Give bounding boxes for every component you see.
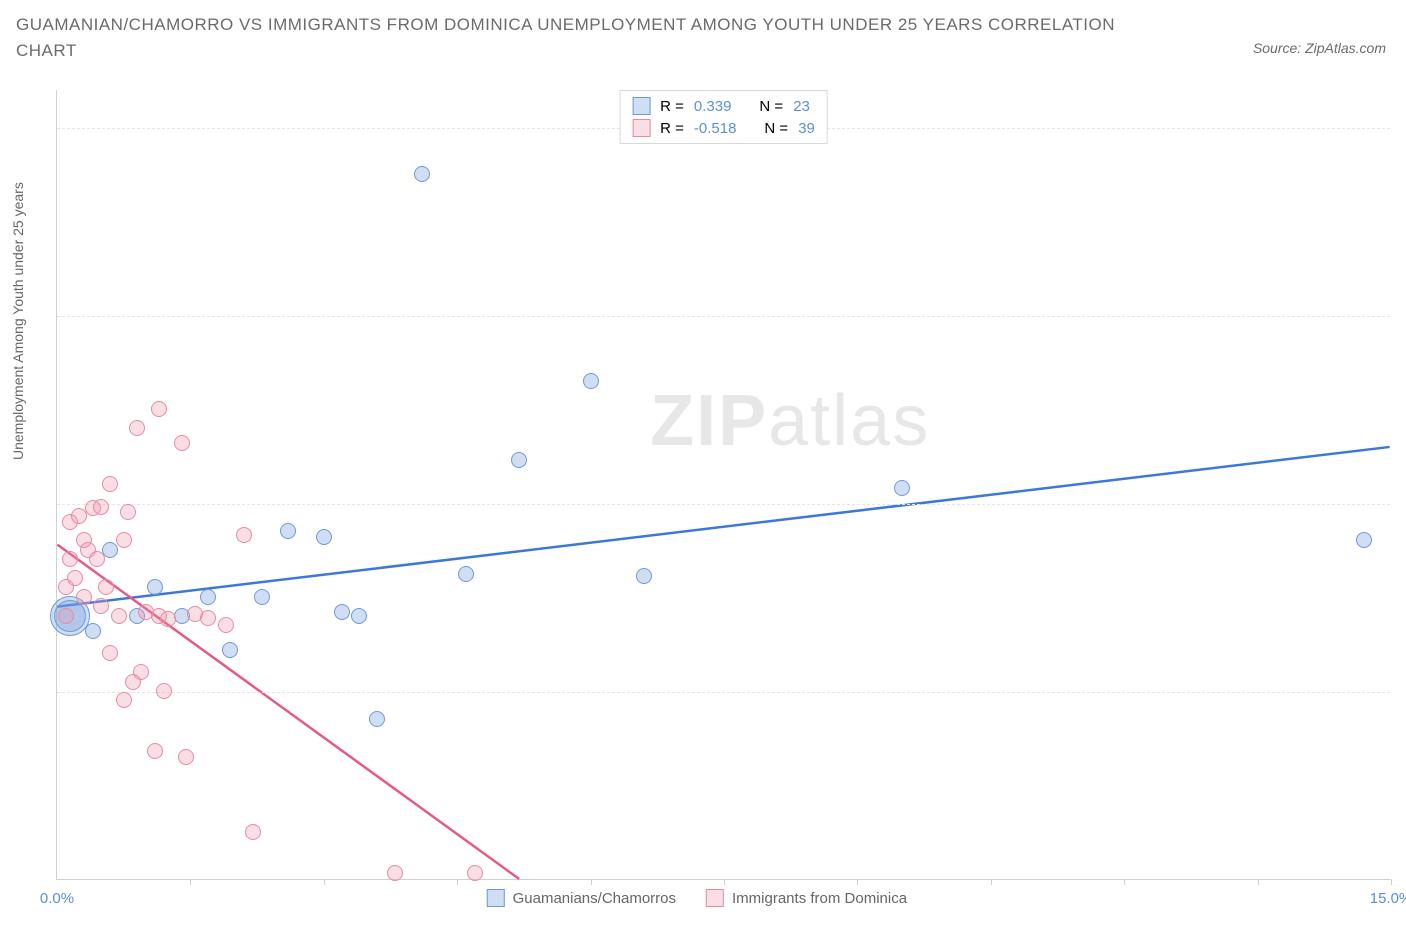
x-tick — [1258, 879, 1259, 885]
data-point — [102, 476, 118, 492]
data-point — [280, 523, 296, 539]
data-point — [111, 608, 127, 624]
legend-stats: R = 0.339 N = 23 R = -0.518 N = 39 — [619, 90, 828, 144]
x-tick — [857, 879, 858, 885]
r-label: R = — [660, 98, 684, 115]
x-tick — [724, 879, 725, 885]
legend-series-item: Immigrants from Dominica — [706, 889, 907, 907]
data-point — [116, 692, 132, 708]
data-point — [254, 589, 270, 605]
legend-stats-row: R = -0.518 N = 39 — [632, 117, 815, 139]
data-point — [316, 529, 332, 545]
x-tick-label: 0.0% — [40, 890, 74, 907]
r-value: -0.518 — [694, 120, 737, 137]
gridline — [57, 692, 1390, 693]
x-tick — [1124, 879, 1125, 885]
legend-series-item: Guamanians/Chamorros — [487, 889, 676, 907]
x-tick-label: 15.0% — [1370, 890, 1406, 907]
data-point — [116, 532, 132, 548]
legend-swatch — [706, 889, 724, 907]
data-point — [89, 551, 105, 567]
n-value: 23 — [793, 98, 810, 115]
data-point — [129, 420, 145, 436]
source-label: Source: ZipAtlas.com — [1253, 40, 1386, 56]
data-point — [894, 480, 910, 496]
data-point — [467, 865, 483, 881]
gridline — [57, 504, 1390, 505]
data-point — [58, 608, 74, 624]
x-tick — [591, 879, 592, 885]
data-point — [62, 551, 78, 567]
data-point — [102, 645, 118, 661]
data-point — [218, 617, 234, 633]
data-point — [133, 664, 149, 680]
data-point — [369, 711, 385, 727]
data-point — [151, 401, 167, 417]
data-point — [98, 579, 114, 595]
legend-series-label: Guamanians/Chamorros — [513, 890, 676, 907]
data-point — [67, 570, 83, 586]
data-point — [93, 598, 109, 614]
data-point — [147, 579, 163, 595]
chart-title: GUAMANIAN/CHAMORRO VS IMMIGRANTS FROM DO… — [16, 12, 1136, 63]
data-point — [76, 589, 92, 605]
data-point — [351, 608, 367, 624]
data-point — [414, 166, 430, 182]
trend-line — [57, 545, 519, 879]
r-label: R = — [660, 120, 684, 137]
watermark-zip: ZIP — [650, 381, 768, 461]
legend-swatch — [632, 97, 650, 115]
n-value: 39 — [798, 120, 815, 137]
x-tick — [324, 879, 325, 885]
data-point — [160, 611, 176, 627]
data-point — [245, 824, 261, 840]
chart-svg — [57, 90, 1390, 879]
data-point — [236, 527, 252, 543]
data-point — [156, 683, 172, 699]
watermark-atlas: atlas — [768, 381, 930, 461]
x-tick — [190, 879, 191, 885]
data-point — [200, 610, 216, 626]
data-point — [334, 604, 350, 620]
watermark: ZIPatlas — [650, 380, 930, 462]
r-value: 0.339 — [694, 98, 732, 115]
n-label: N = — [759, 98, 783, 115]
data-point — [583, 373, 599, 389]
data-point — [178, 749, 194, 765]
n-label: N = — [764, 120, 788, 137]
chart-area: ZIPatlas R = 0.339N = 23R =-0.518N = 39 … — [56, 90, 1390, 880]
data-point — [387, 865, 403, 881]
data-point — [120, 504, 136, 520]
legend-swatch — [632, 119, 650, 137]
data-point — [458, 566, 474, 582]
legend-series: Guamanians/Chamorros Immigrants from Domi… — [487, 889, 907, 907]
data-point — [147, 743, 163, 759]
legend-swatch — [487, 889, 505, 907]
legend-stats-row: R = 0.339 N = 23 — [632, 95, 815, 117]
data-point — [200, 589, 216, 605]
data-point — [93, 499, 109, 515]
gridline — [57, 316, 1390, 317]
data-point — [1356, 532, 1372, 548]
trend-line — [57, 447, 1389, 607]
y-axis-label: Unemployment Among Youth under 25 years — [10, 182, 26, 460]
data-point — [174, 435, 190, 451]
legend-series-label: Immigrants from Dominica — [732, 890, 907, 907]
data-point — [222, 642, 238, 658]
data-point — [85, 623, 101, 639]
x-tick — [991, 879, 992, 885]
x-tick — [457, 879, 458, 885]
data-point — [636, 568, 652, 584]
data-point — [511, 452, 527, 468]
x-tick — [1391, 879, 1392, 885]
